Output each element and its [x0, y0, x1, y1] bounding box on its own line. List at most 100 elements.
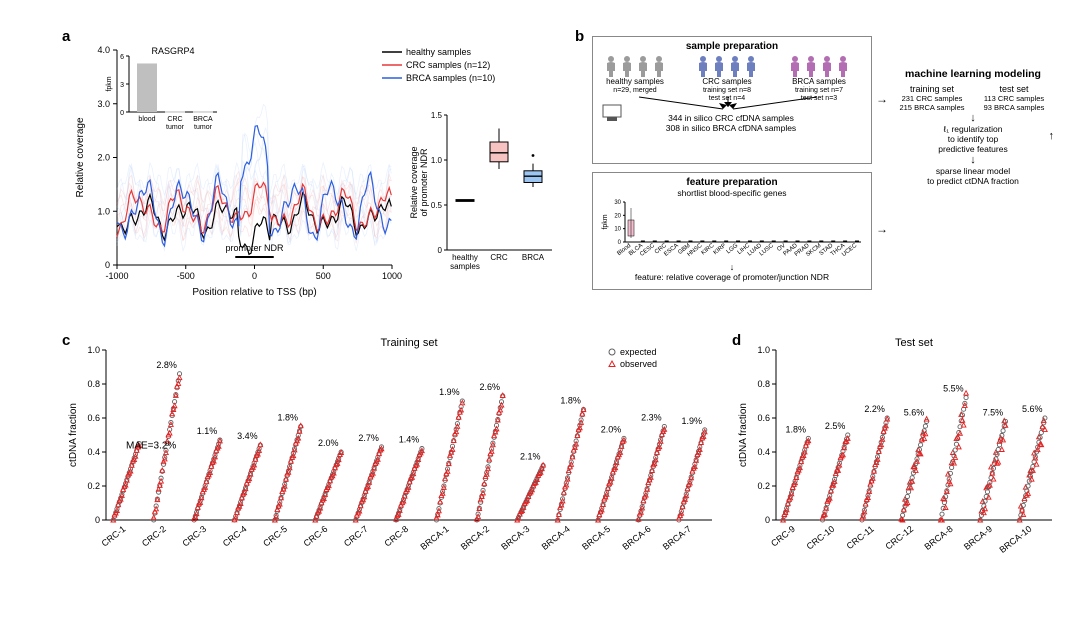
svg-text:0: 0: [765, 515, 770, 525]
ml-test-label: test set: [976, 84, 1052, 94]
svg-text:RASGRP4: RASGRP4: [151, 46, 194, 56]
svg-text:500: 500: [316, 271, 331, 281]
ml-column: machine learning modeling training set 2…: [894, 68, 1052, 186]
svg-text:2.2%: 2.2%: [864, 404, 885, 414]
svg-text:CRC-2: CRC-2: [140, 524, 168, 549]
panel-c-chart: 0 0.2 0.4 0.6 0.8 1.0 ctDNA fraction Training s…: [62, 332, 722, 612]
svg-text:0.4: 0.4: [757, 447, 770, 457]
svg-text:BRCA-10: BRCA-10: [997, 524, 1033, 555]
svg-text:ctDNA fraction: ctDNA fraction: [738, 403, 749, 467]
svg-text:fpkm: fpkm: [106, 76, 113, 91]
svg-text:BRCA-8: BRCA-8: [922, 524, 954, 552]
svg-text:5.6%: 5.6%: [1022, 404, 1043, 414]
sample-prep-title: sample preparation: [597, 41, 867, 52]
svg-text:0.6: 0.6: [87, 413, 100, 423]
svg-text:1.0: 1.0: [97, 206, 110, 216]
svg-text:2.0%: 2.0%: [601, 424, 622, 434]
svg-text:tumor: tumor: [166, 124, 185, 131]
svg-text:CRC-12: CRC-12: [883, 524, 915, 552]
svg-text:LUSC: LUSC: [759, 242, 776, 257]
svg-text:2.0%: 2.0%: [318, 438, 339, 448]
svg-text:CRC-8: CRC-8: [382, 524, 410, 549]
down-arrow-icon: ↓: [597, 262, 867, 272]
svg-text:BRCA-9: BRCA-9: [962, 524, 994, 552]
ml-training-label: training set: [894, 84, 970, 94]
svg-text:6: 6: [120, 54, 124, 61]
svg-text:BRCA: BRCA: [193, 116, 213, 123]
svg-text:1.9%: 1.9%: [439, 387, 460, 397]
svg-text:BRCA-3: BRCA-3: [499, 524, 531, 552]
svg-text:CRC-7: CRC-7: [342, 524, 370, 549]
svg-text:0: 0: [95, 515, 100, 525]
svg-text:CRC-1: CRC-1: [100, 524, 128, 549]
svg-text:1.5: 1.5: [431, 111, 443, 120]
svg-text:CRC-11: CRC-11: [845, 524, 876, 551]
svg-text:1.4%: 1.4%: [399, 435, 420, 445]
arrow-right-2: →: [876, 222, 888, 236]
svg-text:3: 3: [120, 82, 124, 89]
svg-text:4.0: 4.0: [97, 45, 110, 55]
svg-text:CRC-3: CRC-3: [180, 524, 208, 549]
svg-text:BRCA-5: BRCA-5: [580, 524, 612, 552]
svg-text:0: 0: [438, 246, 443, 255]
svg-text:BRCA-2: BRCA-2: [459, 524, 491, 552]
panel-d-chart: 00.20.40.60.81.0ctDNA fractionTest set1.…: [732, 332, 1062, 612]
svg-text:MAE=3.2%: MAE=3.2%: [126, 441, 176, 452]
svg-text:2.6%: 2.6%: [480, 382, 501, 392]
panel-b-container: sample preparation healthy samplesn=29, …: [592, 36, 1052, 316]
ml-test-col: test set 113 CRC samples 93 BRCA samples: [976, 84, 1052, 112]
svg-text:CRC-4: CRC-4: [221, 524, 249, 549]
svg-text:2.3%: 2.3%: [641, 413, 662, 423]
svg-text:0.2: 0.2: [757, 481, 770, 491]
svg-text:BRCA-7: BRCA-7: [661, 524, 693, 552]
arrow-up-icon: ↑: [1049, 130, 1055, 142]
svg-text:Relative coverage: Relative coverage: [409, 146, 419, 218]
svg-text:1.8%: 1.8%: [278, 413, 299, 423]
svg-text:0: 0: [120, 110, 124, 117]
feature-prep-box: feature preparation shortlist blood-spec…: [592, 172, 872, 290]
svg-text:5.6%: 5.6%: [904, 407, 925, 417]
svg-text:BRCA: BRCA: [522, 253, 545, 262]
svg-text:Position relative to TSS (bp): Position relative to TSS (bp): [192, 287, 316, 298]
svg-text:0.2: 0.2: [87, 481, 100, 491]
svg-text:30: 30: [614, 200, 621, 206]
svg-text:0.8: 0.8: [87, 379, 100, 389]
panel-a-chart: -1000-5000500100001.02.03.04.0Position r…: [62, 28, 582, 328]
svg-text:KIRP: KIRP: [713, 243, 728, 256]
arrows-to-silico: [593, 93, 865, 129]
svg-text:2.1%: 2.1%: [520, 452, 541, 462]
svg-text:3.4%: 3.4%: [237, 431, 258, 441]
svg-text:1.1%: 1.1%: [197, 426, 218, 436]
svg-text:1.0: 1.0: [87, 345, 100, 355]
svg-text:promoter NDR: promoter NDR: [225, 243, 284, 253]
svg-text:Training set: Training set: [380, 337, 437, 349]
svg-text:1.9%: 1.9%: [682, 416, 703, 426]
svg-text:0: 0: [105, 260, 110, 270]
ml-training-col: training set 231 CRC samples 215 BRCA sa…: [894, 84, 970, 112]
panel-b-label: b: [575, 28, 584, 45]
svg-text:ctDNA fraction: ctDNA fraction: [68, 403, 79, 467]
ml-step2: sparse linear model to predict ctDNA fra…: [894, 166, 1052, 186]
ml-title: machine learning modeling: [894, 68, 1052, 80]
svg-text:20: 20: [614, 213, 621, 219]
svg-text:BRCA-6: BRCA-6: [620, 524, 652, 552]
svg-text:expected: expected: [620, 347, 657, 357]
svg-text:0: 0: [252, 271, 257, 281]
svg-text:blood: blood: [138, 116, 155, 123]
svg-text:tumor: tumor: [194, 124, 213, 131]
svg-text:3.0: 3.0: [97, 99, 110, 109]
svg-text:0.4: 0.4: [87, 447, 100, 457]
svg-text:5.5%: 5.5%: [943, 384, 964, 394]
svg-text:Relative coverage: Relative coverage: [75, 117, 86, 197]
feature-out-text: feature: relative coverage of promoter/j…: [597, 272, 867, 282]
svg-text:10: 10: [614, 227, 621, 233]
svg-text:Test set: Test set: [895, 337, 933, 349]
svg-text:observed: observed: [620, 359, 657, 369]
svg-text:fpkm: fpkm: [602, 214, 609, 229]
svg-text:healthy samples: healthy samples: [406, 47, 472, 57]
svg-text:1.8%: 1.8%: [785, 424, 806, 434]
svg-text:1.0: 1.0: [431, 156, 443, 165]
ml-step1: ℓ₁ regularization to identify top predic…: [894, 124, 1052, 154]
svg-text:2.8%: 2.8%: [156, 360, 177, 370]
svg-text:BRCA samples: BRCA samples: [792, 77, 846, 86]
